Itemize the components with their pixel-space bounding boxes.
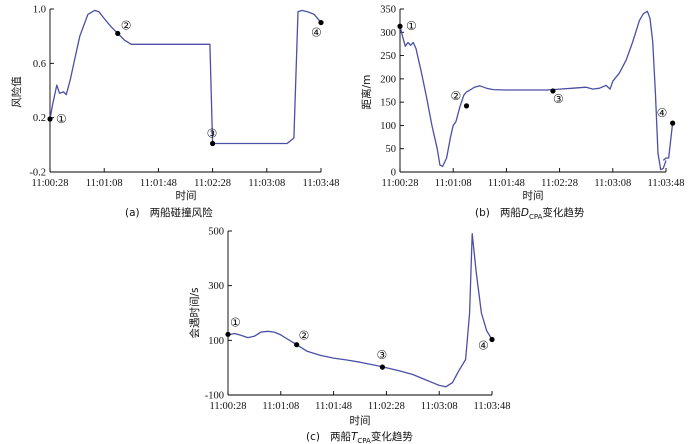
caption-text: 两船 [330, 430, 351, 443]
x-tick-label: 11:01:48 [140, 178, 177, 189]
marker-point [294, 342, 300, 348]
x-tick-label: 11:00:28 [382, 178, 419, 189]
marker-point [670, 120, 676, 126]
x-axis-label: 时间 [176, 189, 197, 202]
y-tick-label: 0.6 [33, 59, 46, 70]
marker-label: ④ [657, 106, 668, 120]
x-tick-label: 11:00:28 [210, 401, 247, 412]
marker-label: ② [299, 329, 310, 343]
marker-point [550, 88, 556, 94]
y-tick-label: 100 [208, 336, 224, 347]
x-tick-label: 11:02:28 [368, 401, 405, 412]
y-tick-label: 50 [386, 144, 397, 155]
x-tick-label: 11:01:48 [488, 178, 525, 189]
marker-label: ① [406, 19, 417, 33]
y-tick-label: 0.2 [33, 113, 46, 124]
y-tick-label: 350 [380, 5, 396, 16]
marker-point [489, 336, 495, 343]
marker-point [210, 140, 216, 147]
marker-label: ③ [553, 92, 564, 106]
y-tick-label: 100 [380, 121, 396, 132]
series-line [399, 10, 667, 171]
caption-tag: (a) [125, 207, 140, 219]
panel-caption: (c) 两船TCPA变化趋势 [306, 430, 413, 444]
marker-point [225, 331, 231, 337]
x-tick-label: 11:02:28 [541, 178, 578, 189]
y-axis-label: 距离/m [360, 75, 373, 110]
marker-label: ② [451, 89, 462, 103]
x-tick-label: 11:01:48 [315, 401, 352, 412]
panel-caption: (b) 两船DCPA变化趋势 [475, 206, 585, 221]
caption-text: 两船碰撞风险 [150, 206, 213, 219]
y-tick-label: -100 [205, 391, 224, 402]
marker-point [115, 30, 121, 37]
panel-c-tcpa-chart: -100 100 300 500 11:00:28 11:01:08 11:01:48 11:… [188, 227, 510, 444]
marker-label: ① [230, 315, 241, 329]
x-tick-label: 11:03:08 [594, 178, 631, 189]
x-tick-label: 11:03:48 [648, 178, 685, 189]
x-tick-label: 11:03:48 [474, 401, 511, 412]
marker-point [463, 103, 470, 109]
marker-label: ③ [376, 348, 387, 362]
y-tick-label: 150 [380, 98, 396, 109]
caption-var: D [521, 207, 529, 219]
caption-var: T [351, 431, 359, 443]
marker-point [318, 19, 324, 26]
x-tick-label: 11:01:08 [435, 178, 472, 189]
y-tick-label: 0 [391, 168, 396, 179]
caption-subscript: CPA [357, 437, 371, 444]
y-axis-label: 会遇时间/s [188, 287, 201, 338]
marker-point [379, 364, 386, 370]
series-line [227, 233, 493, 388]
marker-label: ④ [311, 26, 322, 40]
y-axis-label: 风险值 [10, 76, 23, 108]
caption-suffix: 变化趋势 [542, 206, 584, 219]
marker-point [47, 116, 53, 122]
x-tick-label: 11:02:28 [194, 178, 231, 189]
marker-label: ③ [207, 126, 218, 140]
y-tick-label: 200 [380, 74, 396, 85]
series-line-tail [662, 123, 674, 161]
marker-label: ④ [478, 339, 489, 353]
x-axis-label: 时间 [350, 414, 371, 427]
caption-subscript: CPA [529, 213, 543, 221]
caption-text: 两船 [500, 206, 521, 219]
y-tick-label: 500 [208, 227, 224, 238]
marker-label: ② [121, 18, 132, 32]
series-line [49, 9, 322, 145]
marker-label: ① [56, 112, 67, 126]
x-tick-label: 11:03:08 [421, 401, 458, 412]
x-tick-label: 11:00:28 [32, 178, 69, 189]
caption-tag: (c) [306, 431, 320, 443]
x-tick-label: 11:03:08 [248, 178, 285, 189]
x-tick-label: 11:01:08 [86, 178, 123, 189]
y-tick-label: 300 [208, 281, 224, 292]
caption-tag: (b) [475, 207, 490, 219]
panel-b-dcpa-chart: 0 50 100 150 200 250 300 350 11:00:28 11:01:08 11:… [360, 5, 684, 222]
x-tick-label: 11:03:48 [303, 178, 340, 189]
y-tick-label: 250 [380, 51, 396, 62]
y-tick-label: -0.2 [29, 168, 46, 179]
panel-a-collision-risk-chart: -0.2 0.2 0.6 1.0 11:00:28 11:01:08 11:01:48 11:… [10, 5, 339, 220]
x-axis-label: 时间 [523, 189, 544, 202]
x-tick-label: 11:01:08 [262, 401, 299, 412]
y-tick-label: 300 [380, 28, 396, 39]
marker-point [397, 23, 403, 29]
y-tick-label: 1.0 [33, 5, 46, 16]
panel-caption: (a) 两船碰撞风险 [125, 206, 213, 219]
caption-suffix: 变化趋势 [371, 430, 413, 443]
